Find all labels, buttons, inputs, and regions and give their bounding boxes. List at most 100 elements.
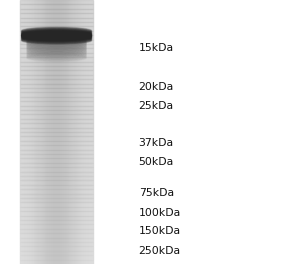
- Bar: [90, 0, 91, 264]
- Ellipse shape: [27, 51, 86, 58]
- Bar: [26, 0, 27, 264]
- Bar: [20, 9, 93, 13]
- Bar: [46, 0, 48, 264]
- Bar: [50, 0, 51, 264]
- Bar: [89, 0, 90, 264]
- Bar: [20, 123, 93, 128]
- Bar: [87, 0, 88, 264]
- Bar: [21, 0, 22, 264]
- Bar: [20, 57, 93, 62]
- Bar: [20, 202, 93, 207]
- Bar: [20, 0, 93, 4]
- Bar: [20, 176, 93, 180]
- Text: 75kDa: 75kDa: [139, 188, 174, 198]
- Bar: [60, 0, 61, 264]
- Bar: [20, 48, 93, 53]
- Text: 37kDa: 37kDa: [139, 138, 174, 148]
- Bar: [24, 0, 25, 264]
- Bar: [20, 114, 93, 119]
- Bar: [83, 0, 84, 264]
- Ellipse shape: [27, 55, 86, 61]
- Bar: [20, 84, 93, 88]
- Bar: [20, 132, 93, 136]
- Bar: [20, 66, 93, 70]
- Bar: [20, 167, 93, 172]
- Bar: [20, 246, 93, 251]
- Bar: [52, 0, 53, 264]
- Bar: [20, 136, 93, 141]
- Bar: [48, 0, 49, 264]
- Bar: [85, 0, 86, 264]
- Ellipse shape: [22, 31, 92, 38]
- Bar: [77, 0, 78, 264]
- Bar: [20, 163, 93, 167]
- Bar: [20, 185, 93, 189]
- Bar: [20, 88, 93, 92]
- Bar: [20, 22, 93, 26]
- Bar: [20, 172, 93, 176]
- Bar: [20, 35, 93, 40]
- Ellipse shape: [27, 53, 86, 60]
- Bar: [20, 40, 93, 44]
- Ellipse shape: [27, 41, 86, 48]
- Ellipse shape: [27, 37, 86, 44]
- Bar: [53, 0, 54, 264]
- Ellipse shape: [27, 49, 86, 56]
- Text: 20kDa: 20kDa: [139, 82, 174, 92]
- Bar: [78, 0, 79, 264]
- Bar: [20, 70, 93, 75]
- Ellipse shape: [27, 38, 86, 45]
- Ellipse shape: [22, 36, 92, 43]
- Bar: [39, 0, 40, 264]
- Ellipse shape: [27, 40, 86, 47]
- Ellipse shape: [27, 50, 86, 56]
- Bar: [20, 224, 93, 229]
- Bar: [32, 0, 33, 264]
- Bar: [93, 0, 283, 264]
- Text: 50kDa: 50kDa: [139, 157, 174, 167]
- Bar: [54, 0, 55, 264]
- Bar: [20, 53, 93, 57]
- Bar: [20, 79, 93, 84]
- Bar: [68, 0, 70, 264]
- Bar: [20, 220, 93, 224]
- Bar: [20, 229, 93, 233]
- Ellipse shape: [22, 34, 92, 40]
- Bar: [79, 0, 80, 264]
- Ellipse shape: [22, 29, 92, 36]
- Bar: [20, 154, 93, 158]
- Bar: [20, 92, 93, 97]
- Bar: [0, 0, 20, 264]
- Bar: [20, 207, 93, 211]
- Ellipse shape: [22, 28, 92, 35]
- Bar: [20, 260, 93, 264]
- Bar: [30, 0, 31, 264]
- Ellipse shape: [27, 44, 86, 50]
- Text: 250kDa: 250kDa: [139, 246, 181, 256]
- Bar: [62, 0, 63, 264]
- Ellipse shape: [22, 35, 92, 41]
- Bar: [86, 0, 87, 264]
- Ellipse shape: [27, 52, 86, 59]
- Bar: [74, 0, 75, 264]
- Bar: [29, 0, 30, 264]
- Ellipse shape: [22, 32, 92, 39]
- Text: 15kDa: 15kDa: [139, 43, 174, 53]
- Ellipse shape: [22, 34, 92, 41]
- Bar: [20, 18, 93, 22]
- Ellipse shape: [22, 36, 92, 43]
- Bar: [20, 97, 93, 101]
- Bar: [20, 106, 93, 110]
- Ellipse shape: [27, 45, 86, 52]
- Bar: [73, 0, 74, 264]
- Bar: [20, 238, 93, 242]
- Ellipse shape: [27, 47, 86, 53]
- Bar: [23, 0, 24, 264]
- Ellipse shape: [27, 40, 86, 46]
- Bar: [20, 255, 93, 260]
- Bar: [20, 145, 93, 150]
- Bar: [20, 216, 93, 220]
- Ellipse shape: [27, 43, 86, 49]
- Bar: [37, 0, 38, 264]
- Ellipse shape: [27, 43, 86, 50]
